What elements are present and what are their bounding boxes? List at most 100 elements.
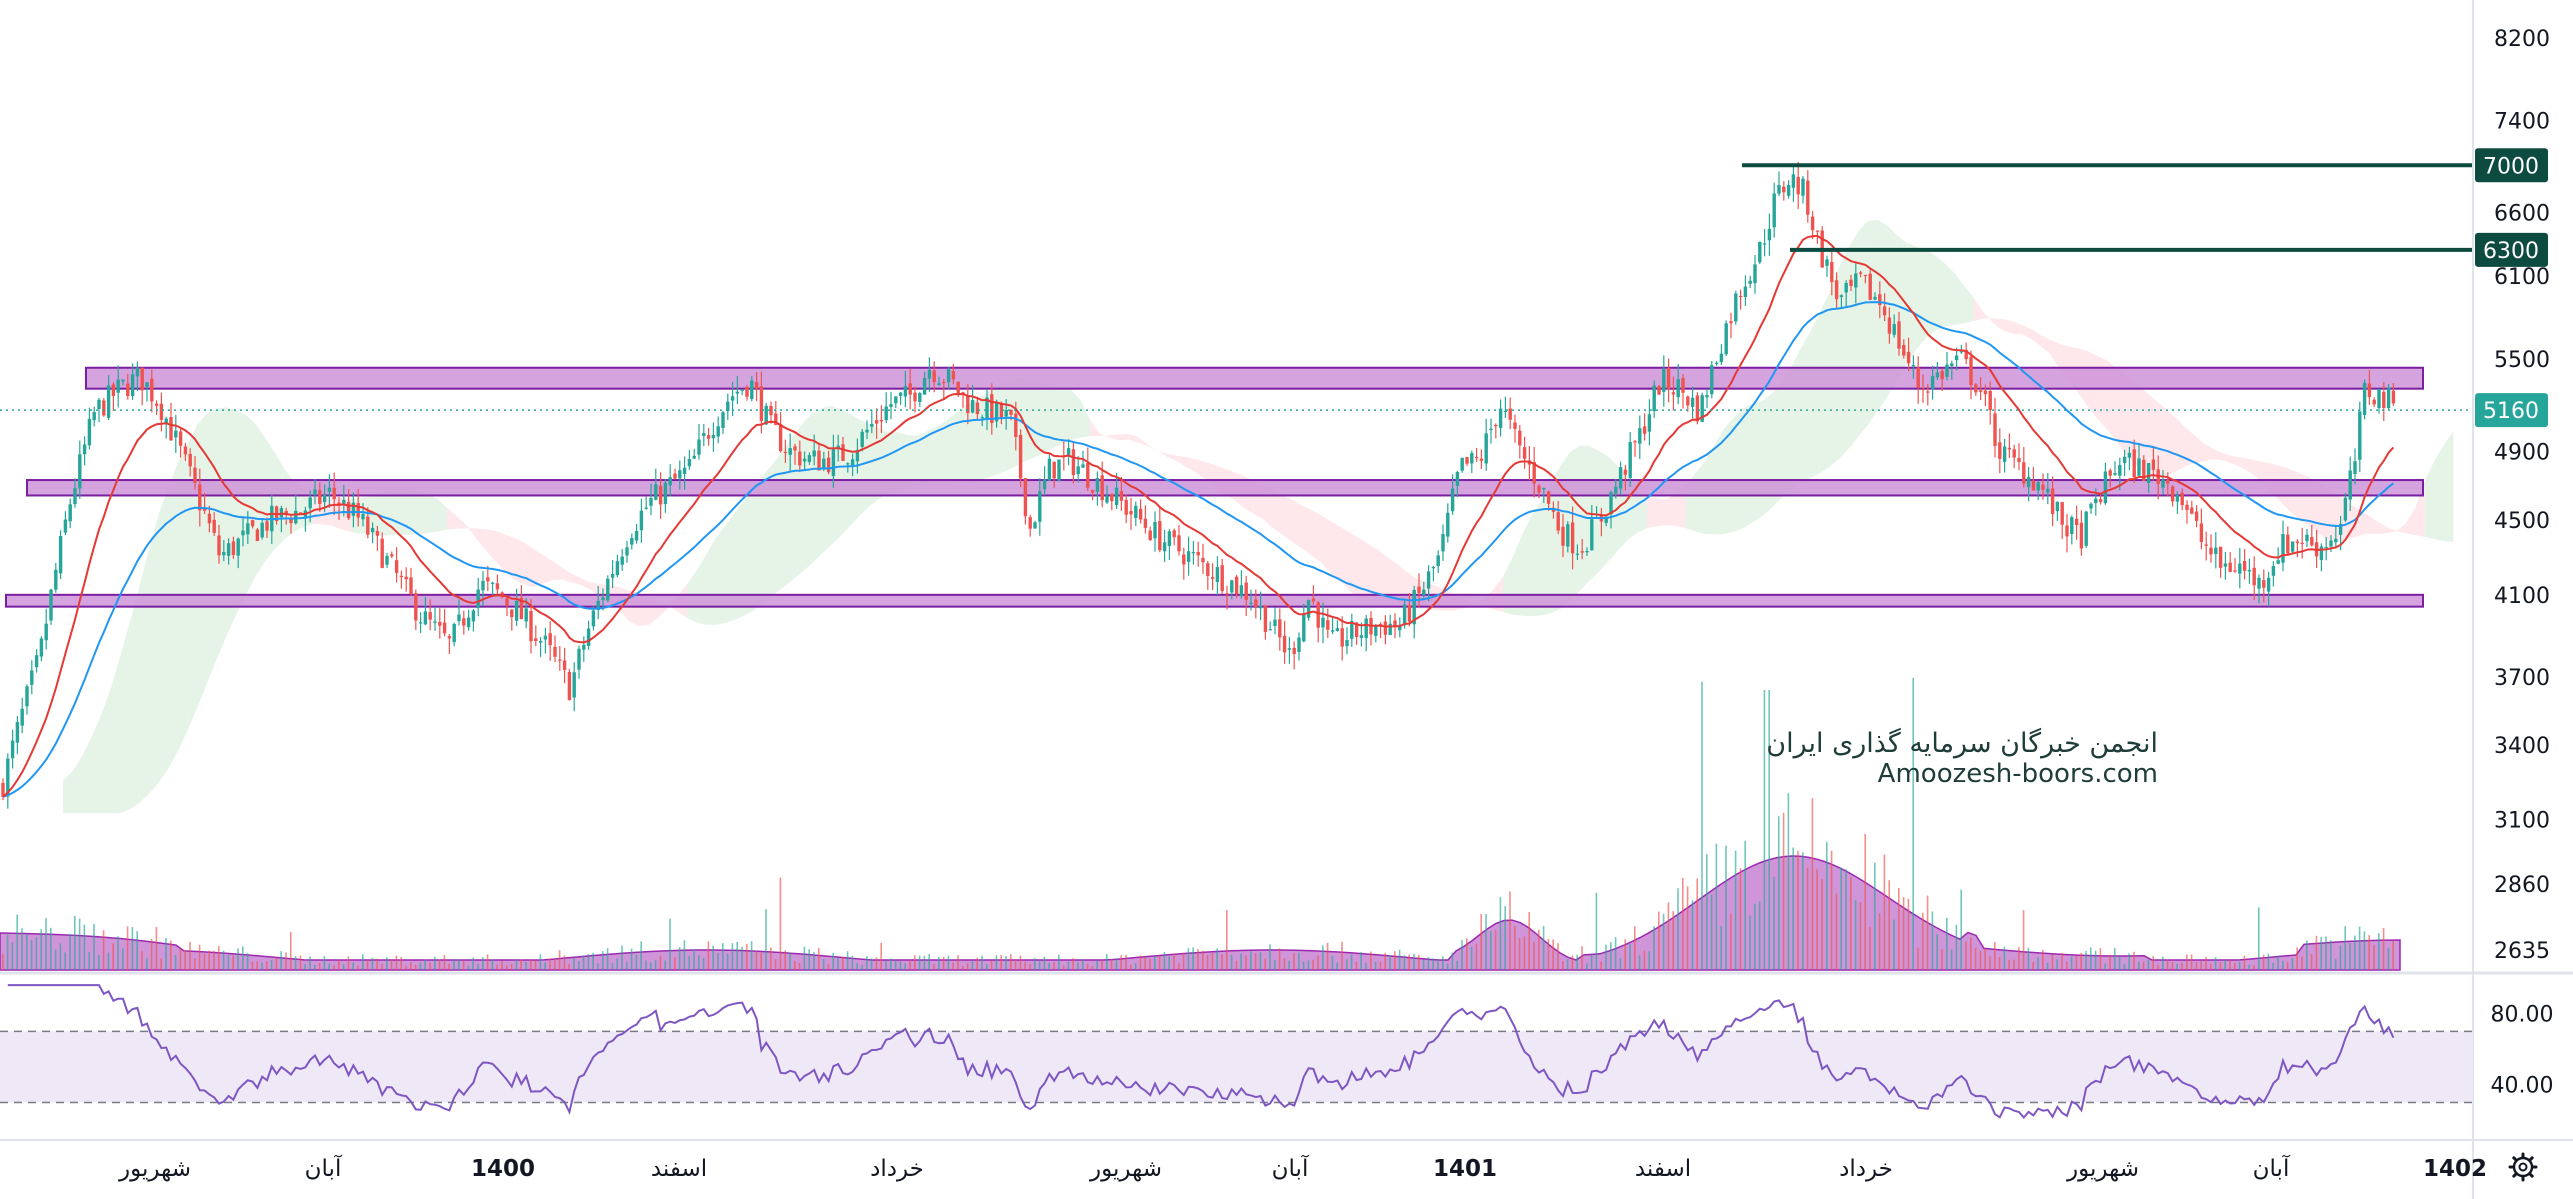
candle-body: [596, 600, 600, 611]
settings-gear-icon[interactable]: [2508, 1152, 2538, 1182]
volume-bar: [1197, 949, 1199, 970]
volume-bar: [506, 965, 508, 970]
volume-bar: [390, 958, 393, 970]
volume-bar: [2310, 954, 2313, 970]
volume-bar: [1600, 961, 1602, 970]
volume-bar: [2243, 955, 2246, 970]
candle-body: [1825, 259, 1829, 266]
volume-bar: [1245, 955, 1247, 970]
candle-body: [1815, 230, 1820, 232]
level-badge-label: 7000: [2483, 154, 2539, 179]
candle-body: [366, 516, 370, 535]
price-axis-tick: 6600: [2494, 202, 2550, 227]
candle-body: [2377, 388, 2381, 409]
candle-body: [716, 426, 720, 437]
candle-body: [711, 434, 716, 439]
support-resistance-zones[interactable]: [5, 366, 2424, 608]
volume-bar: [1806, 867, 1809, 970]
candle-body: [1969, 356, 1973, 386]
volume-bar: [1614, 937, 1617, 970]
volume-bar: [1686, 886, 1689, 970]
candle-body: [1220, 565, 1224, 592]
candle-body: [1162, 542, 1167, 552]
price-axis-tick: 2860: [2494, 873, 2550, 898]
volume-bar: [803, 946, 806, 970]
candle-body: [562, 660, 567, 670]
candle-body: [1570, 522, 1575, 554]
candle-body: [361, 514, 365, 520]
volume-bar: [1235, 960, 1238, 970]
candle-body: [457, 614, 461, 621]
cloud-segment: [226, 407, 236, 637]
zone-band[interactable]: [85, 366, 2424, 390]
volume-bar: [1917, 947, 1919, 970]
candle-body: [1086, 463, 1090, 488]
cloud-segment: [1522, 515, 1532, 617]
volume-bar: [904, 963, 906, 970]
time-axis[interactable]: شهریور آبان 1400 اسفند خرداد شهریور آبان 1401 اس…: [118, 1154, 2487, 1182]
candle-body: [927, 370, 932, 379]
volume-bar: [976, 957, 978, 970]
candle-body: [2074, 518, 2079, 526]
volume-bar: [2176, 963, 2178, 970]
volume-bar: [866, 956, 868, 970]
volume-bar: [1562, 961, 1564, 970]
volume-bar: [1725, 845, 1727, 970]
zone-band[interactable]: [5, 593, 2424, 608]
candle-body: [769, 405, 773, 416]
volume-bar: [2339, 945, 2342, 970]
volume-bar: [597, 963, 599, 970]
candle-body: [495, 583, 500, 590]
volume-bar: [1547, 938, 1550, 970]
candle-body: [370, 527, 375, 533]
volume-bar: [285, 952, 287, 970]
candle-body: [1028, 517, 1032, 529]
cloud-segment: [1109, 434, 1119, 441]
candle-body: [322, 494, 327, 503]
candle-body: [126, 383, 130, 396]
volume-bar: [1403, 955, 1406, 970]
cloud-segment: [2031, 329, 2041, 347]
volume-bar: [947, 955, 950, 970]
candle-body: [2194, 511, 2199, 521]
candle-body: [1561, 526, 1565, 546]
candle-body: [145, 382, 149, 388]
horizontal-levels[interactable]: [0, 163, 2473, 411]
volume-bar: [1749, 915, 1751, 970]
volume-bar: [1437, 959, 1439, 970]
ema-slow-line: [2, 301, 2394, 798]
candle-body: [1014, 413, 1018, 437]
candle-body: [2271, 565, 2276, 576]
volume-bar: [1451, 952, 1454, 970]
cloud-segment: [111, 655, 121, 814]
volume-bar: [1043, 956, 1046, 970]
volume-bar: [30, 940, 33, 970]
candle-body: [193, 467, 197, 483]
candle-body: [870, 423, 874, 427]
time-axis-label: آبان: [1272, 1154, 1310, 1182]
volume-bar: [1768, 690, 1770, 970]
volume-bar: [1946, 917, 1948, 970]
moving-averages: [2, 234, 2395, 798]
volume-bar: [1898, 887, 1900, 970]
candle-body: [788, 448, 792, 455]
zone-band[interactable]: [26, 479, 2424, 497]
candle-body: [1134, 505, 1138, 519]
candle-body: [1273, 619, 1277, 626]
volume-bar: [712, 945, 714, 970]
volume-bar: [1211, 952, 1214, 970]
candle-body: [246, 523, 250, 535]
volume-bar: [986, 964, 988, 970]
candle-body: [409, 577, 413, 595]
price-axis[interactable]: 8200 7400 6600 6100 5500 4900 4500 4100 3700 3400…: [2494, 27, 2550, 964]
time-axis-label: خرداد: [870, 1156, 924, 1182]
candle-body: [2391, 390, 2396, 404]
candle-body: [2247, 569, 2252, 572]
volume-bar: [1192, 947, 1194, 970]
volume-bar: [2099, 948, 2102, 970]
cloud-segment: [274, 451, 284, 550]
candle-body: [1398, 624, 1402, 631]
volume-bar: [122, 948, 124, 970]
volume-bar: [909, 960, 911, 970]
